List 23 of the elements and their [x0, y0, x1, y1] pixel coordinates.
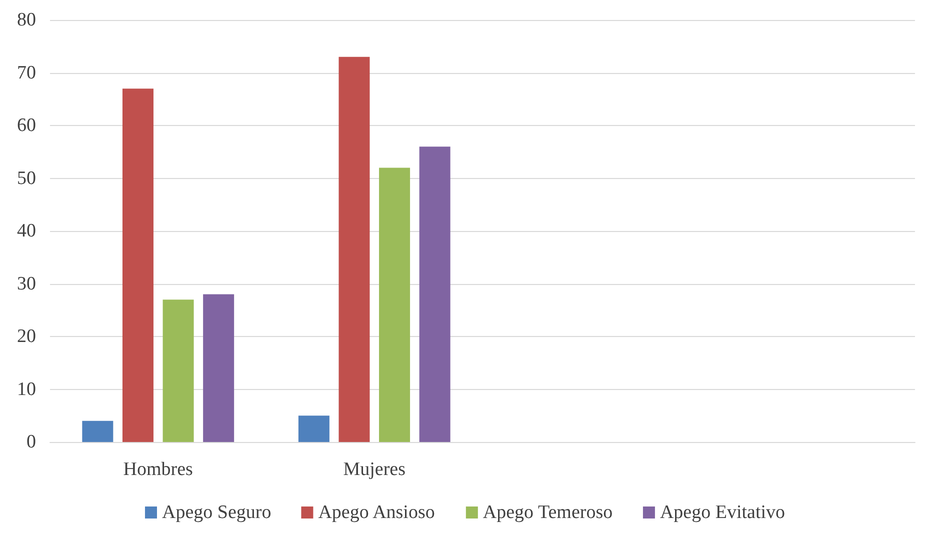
bar: [298, 416, 330, 442]
legend-label: Apego Evitativo: [660, 502, 786, 523]
x-tick-label: Mujeres: [343, 459, 406, 480]
y-tick-label: 0: [26, 432, 36, 452]
y-tick-label: 70: [17, 62, 36, 84]
bar: [338, 56, 370, 442]
bar: [82, 420, 114, 442]
y-tick-label: 50: [17, 168, 36, 189]
y-tick-label: 20: [17, 326, 36, 347]
y-tick-label: 80: [17, 10, 36, 30]
y-tick-label: 40: [17, 220, 36, 242]
bar: [122, 88, 154, 442]
bar: [203, 294, 234, 442]
legend-label: Apego Seguro: [162, 502, 272, 523]
bar: [419, 146, 450, 442]
y-tick-label: 10: [17, 378, 36, 400]
y-tick-label: 60: [17, 115, 36, 136]
x-tick-label: Hombres: [123, 459, 193, 480]
bar: [379, 168, 410, 442]
y-tick-label: 30: [17, 273, 36, 294]
bar: [162, 300, 194, 442]
legend-label: Apego Temeroso: [482, 502, 613, 523]
legend-label: Apego Ansioso: [318, 502, 435, 523]
